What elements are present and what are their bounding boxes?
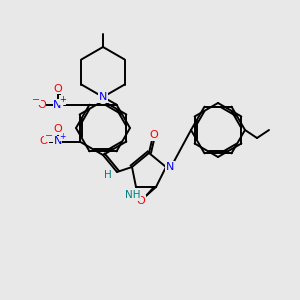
Text: N: N [99,92,107,102]
Text: O: O [37,100,46,110]
Text: O: O [53,124,62,134]
Text: O: O [150,130,158,140]
Text: −: − [45,131,53,142]
Text: O: O [53,84,62,94]
Text: O: O [136,196,146,206]
Text: N: N [53,136,62,146]
Text: NH: NH [125,190,141,200]
Text: N: N [166,162,174,172]
Text: H: H [104,170,112,180]
Text: +: + [59,132,66,141]
Text: −: − [32,94,40,105]
Text: N: N [53,100,62,110]
Text: +: + [59,95,66,104]
Text: O: O [39,136,48,146]
